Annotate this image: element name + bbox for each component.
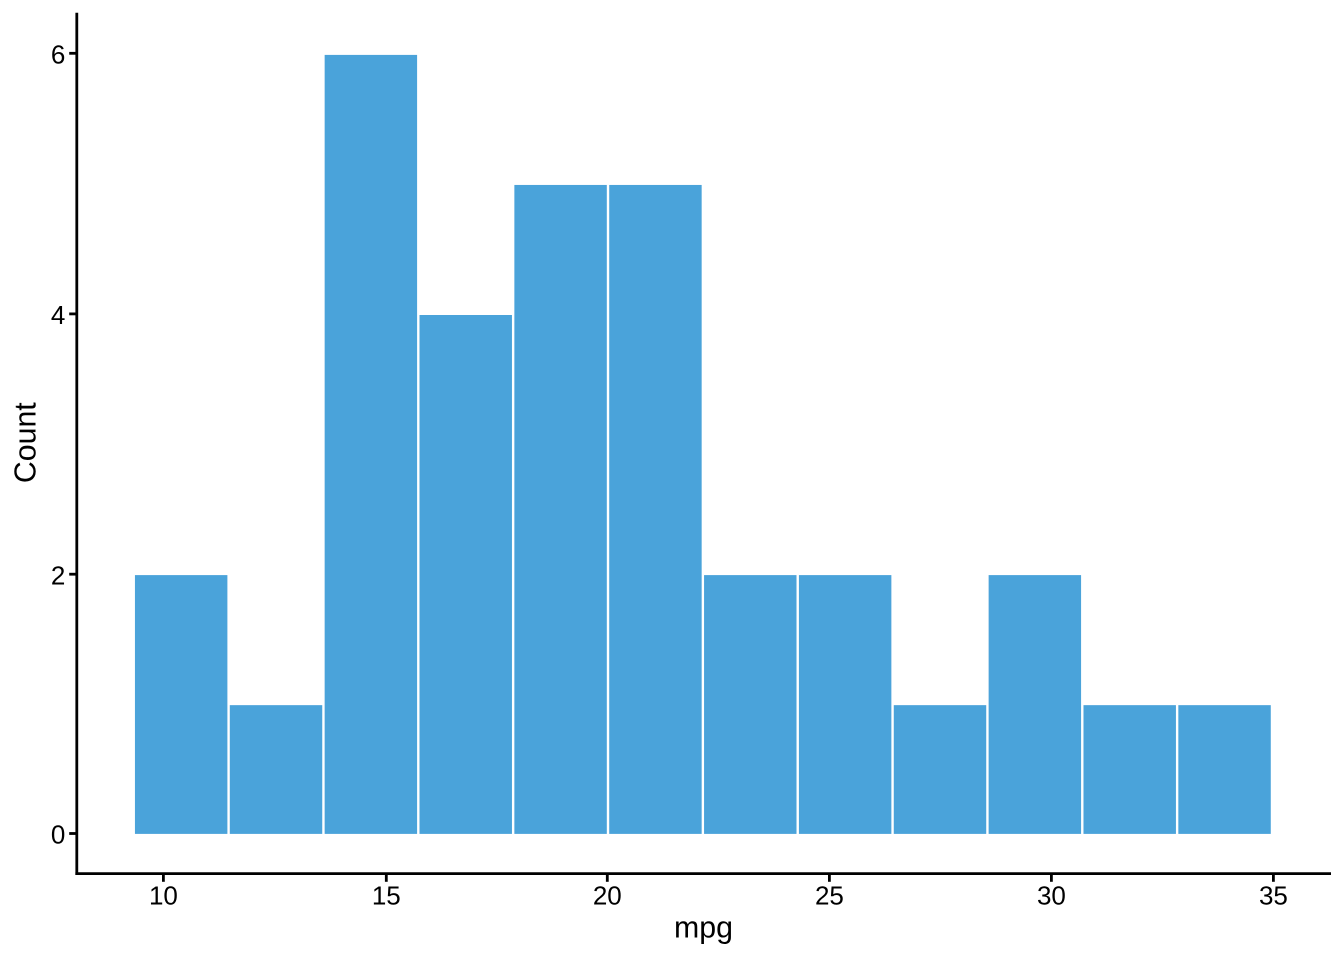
svg-text:mpg: mpg <box>674 912 733 945</box>
svg-text:25: 25 <box>815 881 844 911</box>
svg-text:30: 30 <box>1037 881 1066 911</box>
svg-text:0: 0 <box>51 820 65 850</box>
svg-text:6: 6 <box>51 39 65 69</box>
svg-text:15: 15 <box>372 881 401 911</box>
svg-text:35: 35 <box>1259 881 1288 911</box>
svg-text:2: 2 <box>51 560 65 590</box>
svg-text:Count: Count <box>10 402 43 483</box>
svg-text:10: 10 <box>149 881 178 911</box>
svg-text:4: 4 <box>51 300 65 330</box>
svg-text:20: 20 <box>593 881 622 911</box>
